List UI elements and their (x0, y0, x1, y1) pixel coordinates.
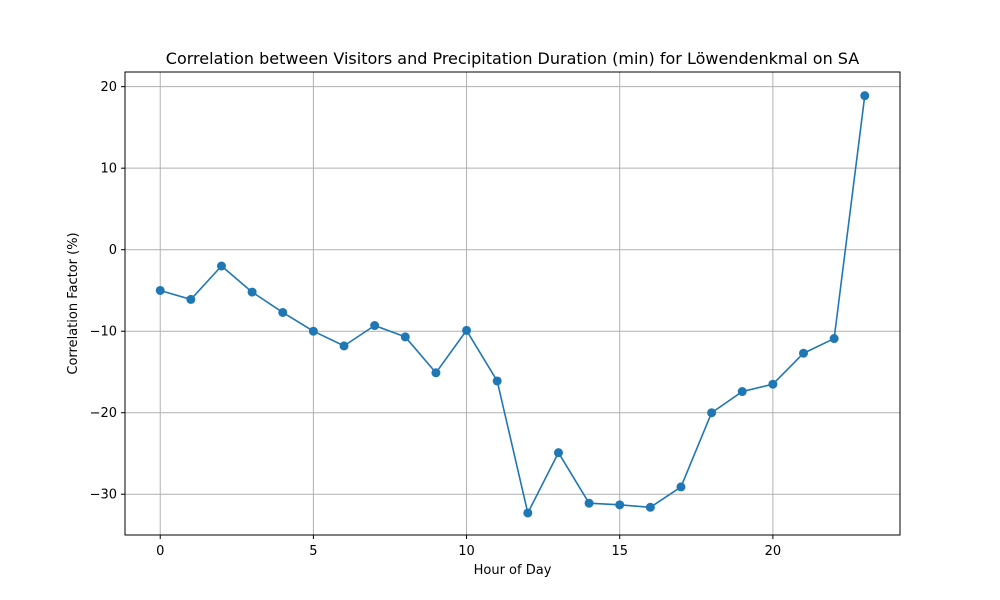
y-axis-ticks: −30 −20 −10 0 10 20 (90, 80, 125, 503)
x-tick-label: 5 (309, 544, 317, 559)
data-point (462, 325, 472, 335)
data-point (707, 408, 717, 418)
y-tick-label: 10 (100, 162, 117, 177)
chart-title: Correlation between Visitors and Precipi… (166, 49, 859, 68)
y-axis-label: Correlation Factor (%) (66, 232, 81, 374)
series-layer (155, 91, 870, 518)
data-point (676, 482, 686, 492)
data-point (278, 307, 288, 317)
x-tick-label: 20 (765, 544, 782, 559)
series-line (160, 95, 866, 514)
x-tick-label: 0 (156, 544, 164, 559)
grid-lines (125, 72, 900, 535)
data-point (860, 91, 870, 101)
data-point (645, 502, 655, 512)
data-point (431, 368, 441, 378)
y-tick-label: −20 (90, 406, 117, 421)
x-tick-label: 15 (611, 544, 628, 559)
data-point (553, 448, 563, 458)
x-axis-ticks: 0 5 10 15 20 (156, 535, 781, 559)
data-point (339, 341, 349, 351)
y-tick-label: −30 (90, 488, 117, 503)
data-point (186, 294, 196, 304)
x-axis-label: Hour of Day (474, 563, 552, 578)
y-tick-label: 20 (100, 80, 117, 95)
data-point (492, 376, 502, 386)
y-tick-label: −10 (90, 325, 117, 340)
data-point (829, 334, 839, 344)
data-point (247, 287, 257, 297)
data-point (370, 321, 380, 331)
plot-area-frame (124, 71, 901, 536)
data-point (400, 332, 410, 342)
data-point (768, 379, 778, 389)
x-tick-label: 10 (458, 544, 475, 559)
data-point (737, 387, 747, 397)
data-point (584, 498, 594, 508)
y-tick-label: 0 (109, 243, 117, 258)
data-point (216, 261, 226, 271)
data-point (155, 285, 165, 295)
data-point (799, 348, 809, 358)
data-point (615, 500, 625, 510)
data-point (308, 326, 318, 336)
data-point (523, 508, 533, 518)
